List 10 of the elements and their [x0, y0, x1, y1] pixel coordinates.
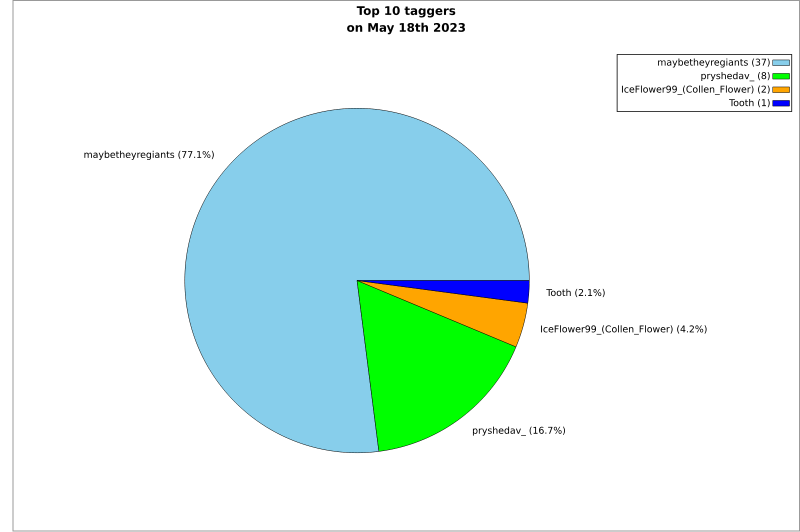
chart-subtitle: on May 18th 2023	[347, 23, 465, 35]
data-label: maybetheyregiants (77.1%)	[84, 151, 214, 160]
legend-label: pryshedav_ (8)	[701, 72, 770, 82]
data-label: IceFlower99_(Collen_Flower) (4.2%)	[541, 325, 707, 335]
chart-title: Top 10 taggers	[356, 6, 456, 18]
data-label: pryshedav_ (16.7%)	[472, 426, 566, 436]
legend-label: Tooth (1)	[729, 99, 770, 108]
data-label: Tooth (2.1%)	[546, 289, 605, 298]
legend-label: IceFlower99_(Collen_Flower) (2)	[622, 86, 770, 95]
legend-label: maybetheyregiants (37)	[658, 58, 770, 68]
